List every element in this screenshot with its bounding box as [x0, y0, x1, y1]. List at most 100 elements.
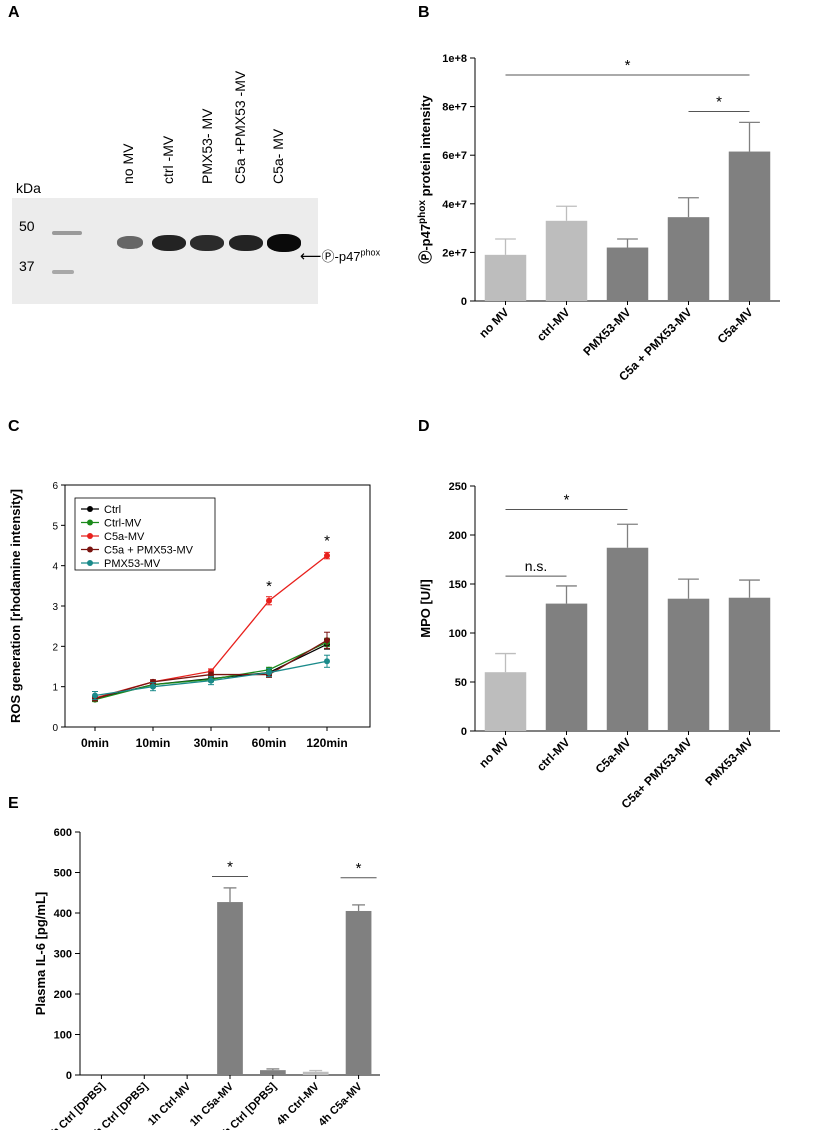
y-tick-label: 8e+7: [442, 102, 467, 114]
significance-label: *: [324, 533, 330, 550]
y-tick-label: 6e+7: [442, 150, 467, 162]
panel-letter-a: A: [8, 4, 20, 21]
y-tick-label: 6: [52, 481, 58, 492]
bar: [484, 672, 527, 731]
category-label: no MV: [476, 305, 511, 340]
x-tick-label: 60min: [252, 736, 287, 750]
blot-band: [229, 234, 263, 251]
category-label: ctrl-MV: [534, 735, 573, 774]
category-label: no MV: [476, 735, 511, 770]
bar: [260, 1070, 286, 1075]
legend-marker: [87, 546, 93, 553]
significance-label: *: [356, 860, 362, 877]
y-tick-label: 1: [52, 683, 58, 694]
y-axis-label-prefix: Ⓟ-p47: [418, 224, 433, 264]
x-tick-label: 30min: [194, 736, 229, 750]
significance-label: *: [625, 57, 631, 74]
legend-label: Ctrl-MV: [104, 518, 142, 530]
bar: [302, 1071, 329, 1075]
y-tick-label: 0: [461, 296, 467, 308]
significance-label: *: [227, 859, 233, 876]
band-label-sup: phox: [360, 247, 381, 258]
legend-label: C5a + PMX53-MV: [104, 545, 194, 557]
marker-50-label: 50: [19, 218, 35, 234]
bar: [606, 547, 649, 731]
significance-label: *: [716, 93, 722, 110]
category-label: 4h C5a-MV: [316, 1080, 365, 1129]
y-tick-label: 3: [52, 602, 58, 613]
legend-label: PMX53-MV: [104, 558, 161, 570]
y-axis-label-sup: phox: [417, 200, 428, 224]
significance-label: *: [564, 492, 570, 509]
y-axis-label: MPO [U/l]: [418, 579, 433, 638]
y-tick-label: 150: [449, 579, 467, 591]
category-label: 4h Ctrl-MV: [274, 1080, 322, 1128]
chart-e: 0 100 200 300 400 500 600 0h Ctrl [DPBS] 1h Ctrl…: [33, 827, 380, 1130]
y-tick-label: 4: [52, 562, 58, 573]
kda-label: kDa: [16, 180, 41, 196]
data-point: [92, 692, 98, 699]
data-point: [208, 671, 214, 678]
data-point: [266, 669, 272, 676]
y-axis-label-suffix: protein intensity: [418, 95, 433, 201]
lane-label: no MV: [120, 143, 136, 184]
y-tick-label: 600: [54, 827, 72, 839]
y-tick-label: 100: [449, 628, 467, 640]
blot-band: [267, 234, 301, 252]
category-label: PMX53-MV: [702, 735, 755, 788]
legend-marker: [87, 533, 93, 539]
y-tick-label: 250: [449, 481, 467, 493]
legend-label: Ctrl: [104, 504, 121, 516]
band-label-text: Ⓟ-p47: [321, 249, 361, 264]
bar: [667, 598, 710, 731]
x-tick-label: 120min: [306, 736, 347, 750]
y-tick-label: 0: [52, 723, 58, 734]
y-tick-label: 4e+7: [442, 199, 467, 211]
bar: [728, 151, 771, 301]
ladder-band-37: [52, 270, 74, 274]
lane-label: C5a +PMX53 -MV: [232, 70, 248, 184]
category-label: 1h Ctrl-MV: [146, 1080, 194, 1128]
y-axis-label: Ⓟ-p47phox protein intensity: [417, 95, 433, 264]
category-label: C5a-MV: [715, 305, 756, 346]
legend-marker: [87, 560, 93, 566]
lane-label: PMX53- MV: [199, 108, 215, 184]
panel-letter-c: C: [8, 418, 20, 435]
bar: [728, 597, 771, 731]
blot-band: [152, 234, 186, 251]
category-label: ctrl-MV: [534, 305, 573, 344]
data-point: [324, 637, 330, 644]
bar: [217, 902, 243, 1075]
legend-marker: [87, 519, 93, 526]
blot-image: 50 37: [12, 198, 318, 304]
y-axis-label: ROS generation [rhodamine intensity]: [8, 489, 23, 723]
y-tick-label: 500: [54, 868, 72, 880]
significance-label: n.s.: [525, 558, 548, 574]
lane-label: ctrl -MV: [160, 135, 176, 184]
y-axis-label: Plasma IL-6 [pg/mL]: [33, 892, 48, 1016]
bar: [606, 247, 649, 301]
bar: [667, 217, 710, 301]
y-tick-label: 2: [52, 642, 58, 653]
data-point: [324, 552, 330, 559]
y-tick-label: 200: [449, 530, 467, 542]
x-tick-label: 0min: [81, 736, 109, 750]
bar: [545, 220, 588, 301]
y-tick-label: 1e+8: [442, 53, 467, 65]
y-tick-label: 300: [54, 949, 72, 961]
legend-marker: [87, 506, 93, 512]
chart-b: 0 2e+7 4e+7 6e+7 8e+7 1e+8 no MV ctrl-MV PMX53-M…: [417, 53, 780, 384]
blot-band: [117, 235, 143, 249]
y-tick-label: 400: [54, 908, 72, 920]
band-label: ⟵Ⓟ-p47phox: [300, 247, 381, 265]
panel-letter-e: E: [8, 795, 19, 812]
significance-label: *: [266, 578, 272, 595]
bar: [345, 910, 372, 1075]
x-tick-label: 10min: [136, 736, 171, 750]
blot-band: [190, 234, 224, 251]
y-tick-label: 50: [455, 677, 467, 689]
y-tick-label: 2e+7: [442, 247, 467, 259]
category-label: C5a-MV: [593, 735, 634, 776]
